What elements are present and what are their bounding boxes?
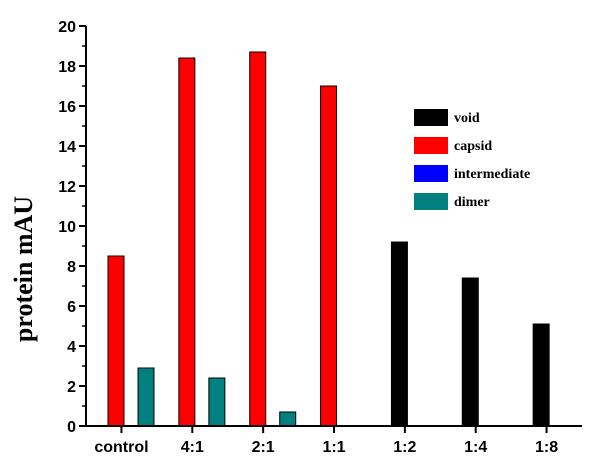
bar-capsid-3 [320, 85, 338, 427]
y-tick-label-10: 20 [58, 19, 76, 36]
y-tick-label-6: 12 [58, 179, 76, 196]
legend-swatch-intermediate [414, 165, 448, 182]
bar-capsid-2 [249, 51, 267, 427]
bar-void-6 [532, 323, 550, 427]
y-tick-label-0: 0 [67, 419, 76, 436]
x-tick-label-0: control [94, 439, 148, 456]
legend-swatch-capsid [414, 137, 448, 154]
y-axis-label: protein mAU [9, 196, 38, 342]
bar-void-4 [390, 241, 408, 427]
legend: void capsid intermediate dimer [414, 109, 530, 210]
bar-capsid-1 [178, 57, 196, 427]
y-tick-label-3: 6 [67, 299, 76, 316]
bar-dimer-0 [137, 367, 155, 427]
bar-dimer-2 [279, 411, 297, 427]
x-tick-label-1: 4:1 [181, 439, 204, 456]
x-tick-label-3: 1:1 [322, 439, 345, 456]
x-tick-label-4: 1:2 [393, 439, 416, 456]
legend-label-intermediate: intermediate [454, 167, 530, 182]
legend-label-capsid: capsid [454, 139, 492, 154]
bars-group [107, 51, 550, 427]
y-tick-label-8: 16 [58, 99, 76, 116]
x-tick-label-5: 1:4 [464, 439, 487, 456]
legend-label-dimer: dimer [454, 195, 490, 210]
y-tick-label-9: 18 [58, 59, 76, 76]
bar-capsid-0 [107, 255, 125, 427]
y-ticks-group: 0 2 4 6 8 10 12 14 16 18 20 [58, 19, 86, 436]
x-ticks-group: control 4:1 2:1 1:1 1:2 1:4 1:8 [94, 426, 558, 456]
y-tick-label-7: 14 [58, 139, 76, 156]
x-tick-label-6: 1:8 [535, 439, 558, 456]
y-tick-label-5: 10 [58, 219, 76, 236]
y-tick-label-4: 8 [67, 259, 76, 276]
legend-label-void: void [454, 111, 480, 126]
legend-swatch-dimer [414, 193, 448, 210]
bar-dimer-1 [208, 377, 226, 427]
y-tick-label-2: 4 [67, 339, 76, 356]
x-tick-label-2: 2:1 [252, 439, 275, 456]
legend-swatch-void [414, 109, 448, 126]
bar-void-5 [461, 277, 479, 427]
y-tick-label-1: 2 [67, 379, 76, 396]
